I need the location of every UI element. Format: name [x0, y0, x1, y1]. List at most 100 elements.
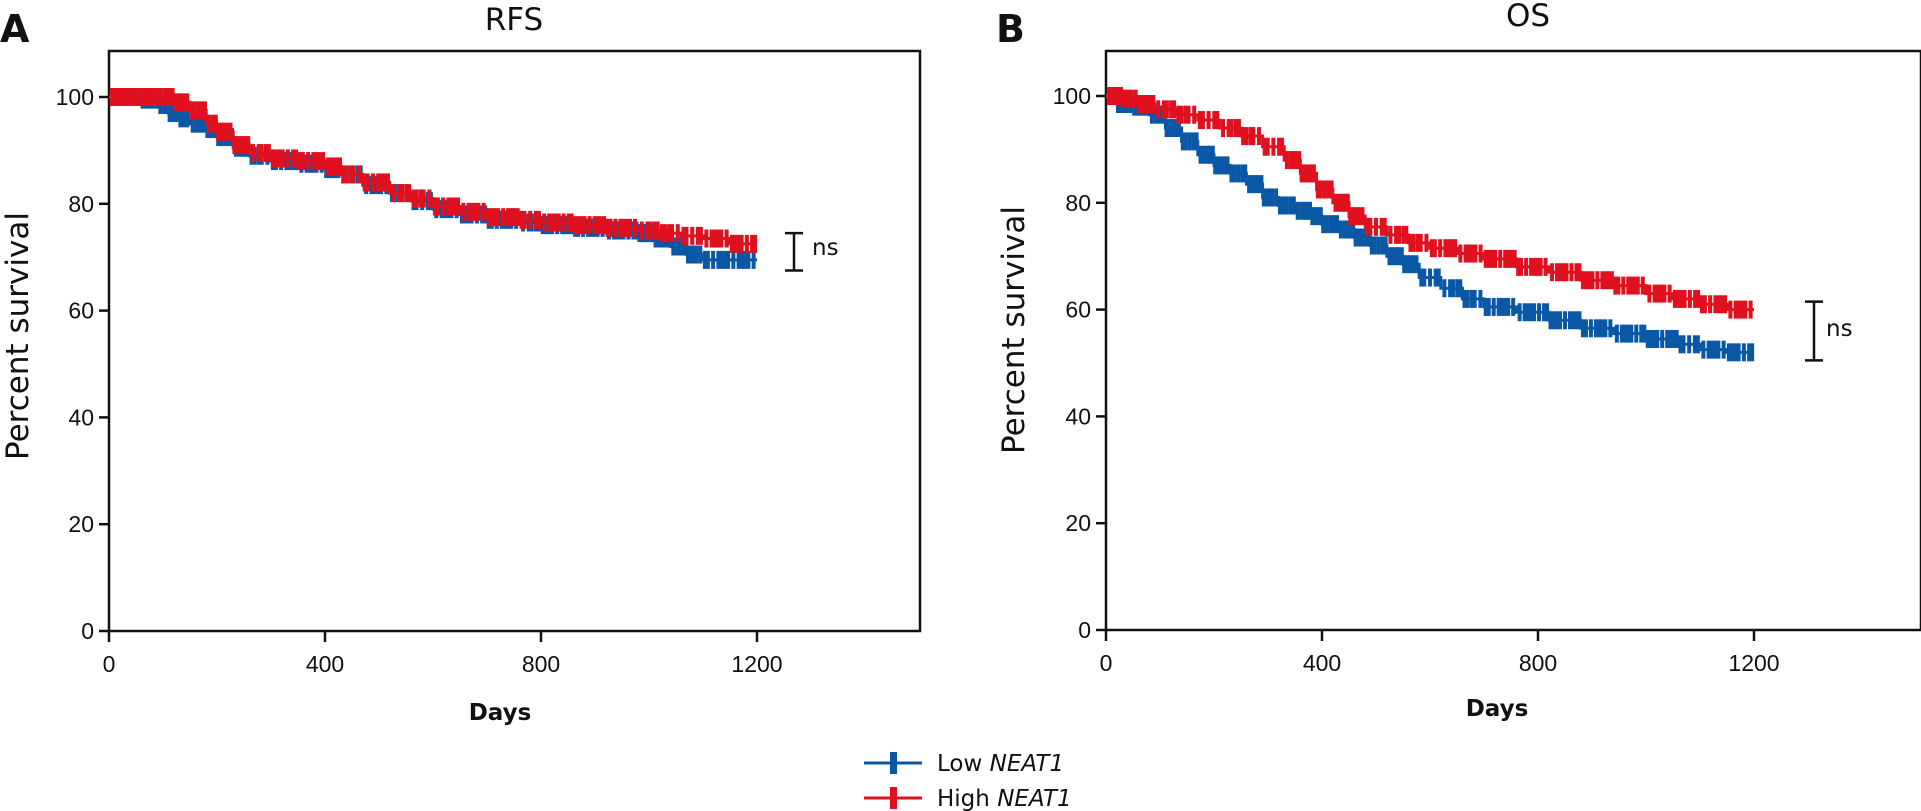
censor-mark	[473, 202, 481, 221]
censor-mark	[200, 114, 207, 133]
censor-mark	[1315, 180, 1323, 199]
censor-mark	[311, 152, 319, 171]
censor-mark	[167, 104, 175, 123]
censor-mark	[1450, 239, 1458, 258]
censor-mark	[1672, 289, 1680, 308]
x-axis: 0 400 800 1200	[1100, 630, 1780, 676]
censor-mark	[1183, 105, 1191, 124]
censor-mark	[1144, 95, 1149, 114]
censor-mark	[397, 184, 405, 203]
censor-mark	[1288, 151, 1296, 170]
censor-mark	[553, 213, 561, 232]
censor-mark	[1660, 329, 1665, 348]
censor-mark	[263, 144, 271, 163]
censor-mark	[1463, 244, 1471, 263]
censor-mark	[1241, 127, 1249, 146]
censor-mark	[1470, 244, 1478, 263]
censor-mark	[1236, 164, 1241, 183]
censor-mark	[1713, 295, 1721, 314]
censor-mark	[533, 210, 541, 229]
censor-mark	[702, 250, 710, 269]
censor-mark	[1328, 215, 1333, 234]
censor-mark	[1374, 217, 1378, 236]
censor-mark	[501, 208, 506, 227]
censor-mark	[1305, 164, 1312, 183]
censor-mark	[1348, 207, 1356, 226]
censor-mark	[1353, 228, 1361, 247]
censor-mark	[1701, 340, 1706, 359]
censor-mark	[178, 109, 186, 128]
censor-mark	[1478, 289, 1483, 308]
censor-mark	[119, 88, 126, 106]
censor-mark	[1537, 303, 1542, 322]
censor-mark	[1333, 193, 1338, 212]
censor-mark	[1295, 201, 1300, 220]
x-tick-label: 800	[1519, 650, 1557, 676]
censor-mark	[329, 157, 337, 176]
censor-mark	[1626, 276, 1634, 295]
censor-mark	[446, 197, 454, 216]
x-tick-label: 400	[1303, 650, 1341, 676]
censor-mark	[1424, 233, 1429, 252]
censor-mark	[542, 213, 547, 232]
censor-mark	[605, 218, 613, 237]
censor-mark	[1407, 255, 1415, 274]
censor-mark	[441, 197, 446, 216]
censor-mark	[1213, 156, 1221, 175]
censor-mark	[461, 202, 466, 221]
censor-mark	[1524, 257, 1529, 276]
censor-mark	[1133, 89, 1138, 108]
censor-mark	[1315, 207, 1323, 226]
censor-mark	[173, 104, 180, 123]
censor-mark	[1267, 188, 1275, 207]
censor-mark	[1191, 132, 1199, 151]
y-axis-title: Percent survival	[0, 212, 36, 460]
censor-mark	[1574, 311, 1582, 330]
legend-item-low: Low NEAT1	[864, 751, 1064, 777]
censor-mark	[357, 165, 362, 184]
censor-mark	[391, 184, 396, 203]
censor-mark	[285, 149, 290, 168]
censor-mark	[1748, 300, 1753, 319]
y-tick-label: 0	[81, 618, 94, 644]
censor-mark	[376, 173, 384, 192]
censor-mark	[1207, 145, 1215, 164]
censor-mark	[686, 245, 693, 264]
censor-mark	[270, 149, 278, 168]
survival-curve-high	[109, 95, 757, 246]
censor-mark	[1542, 303, 1550, 322]
censor-mark	[691, 245, 699, 264]
censor-mark	[147, 88, 152, 106]
panel-title-rfs: RFS	[485, 2, 544, 38]
censor-mark	[528, 210, 533, 229]
censor-mark	[1678, 335, 1686, 354]
censor-mark	[1369, 236, 1377, 255]
censor-mark	[1408, 233, 1416, 252]
censor-mark	[561, 213, 566, 232]
censor-mark	[256, 144, 264, 163]
censor-mark	[1496, 297, 1504, 316]
censor-mark	[1299, 201, 1307, 220]
censor-mark	[1247, 175, 1252, 194]
legend-label-low: Low NEAT1	[937, 751, 1064, 777]
censor-mark	[493, 208, 501, 227]
censor-mark	[151, 88, 159, 106]
censor-mark	[716, 250, 724, 269]
censor-mark	[1192, 105, 1197, 124]
legend-label-prefix: Low	[937, 751, 990, 777]
censor-mark	[1733, 343, 1741, 362]
censor-mark	[1587, 271, 1595, 290]
censor-mark	[1667, 284, 1672, 303]
censor-mark	[1600, 319, 1608, 338]
legend-label-prefix: High	[937, 786, 997, 811]
censor-mark	[1632, 276, 1640, 295]
censor-mark	[1433, 268, 1441, 287]
censor-mark	[1478, 244, 1483, 263]
y-axis: 0 20 40 60 80 100	[1053, 83, 1106, 643]
censor-mark	[579, 216, 587, 235]
censor-mark	[318, 152, 326, 171]
censor-mark	[1555, 311, 1563, 330]
censor-mark	[190, 114, 195, 133]
censor-mark	[1256, 175, 1264, 194]
censor-mark	[1342, 193, 1350, 212]
